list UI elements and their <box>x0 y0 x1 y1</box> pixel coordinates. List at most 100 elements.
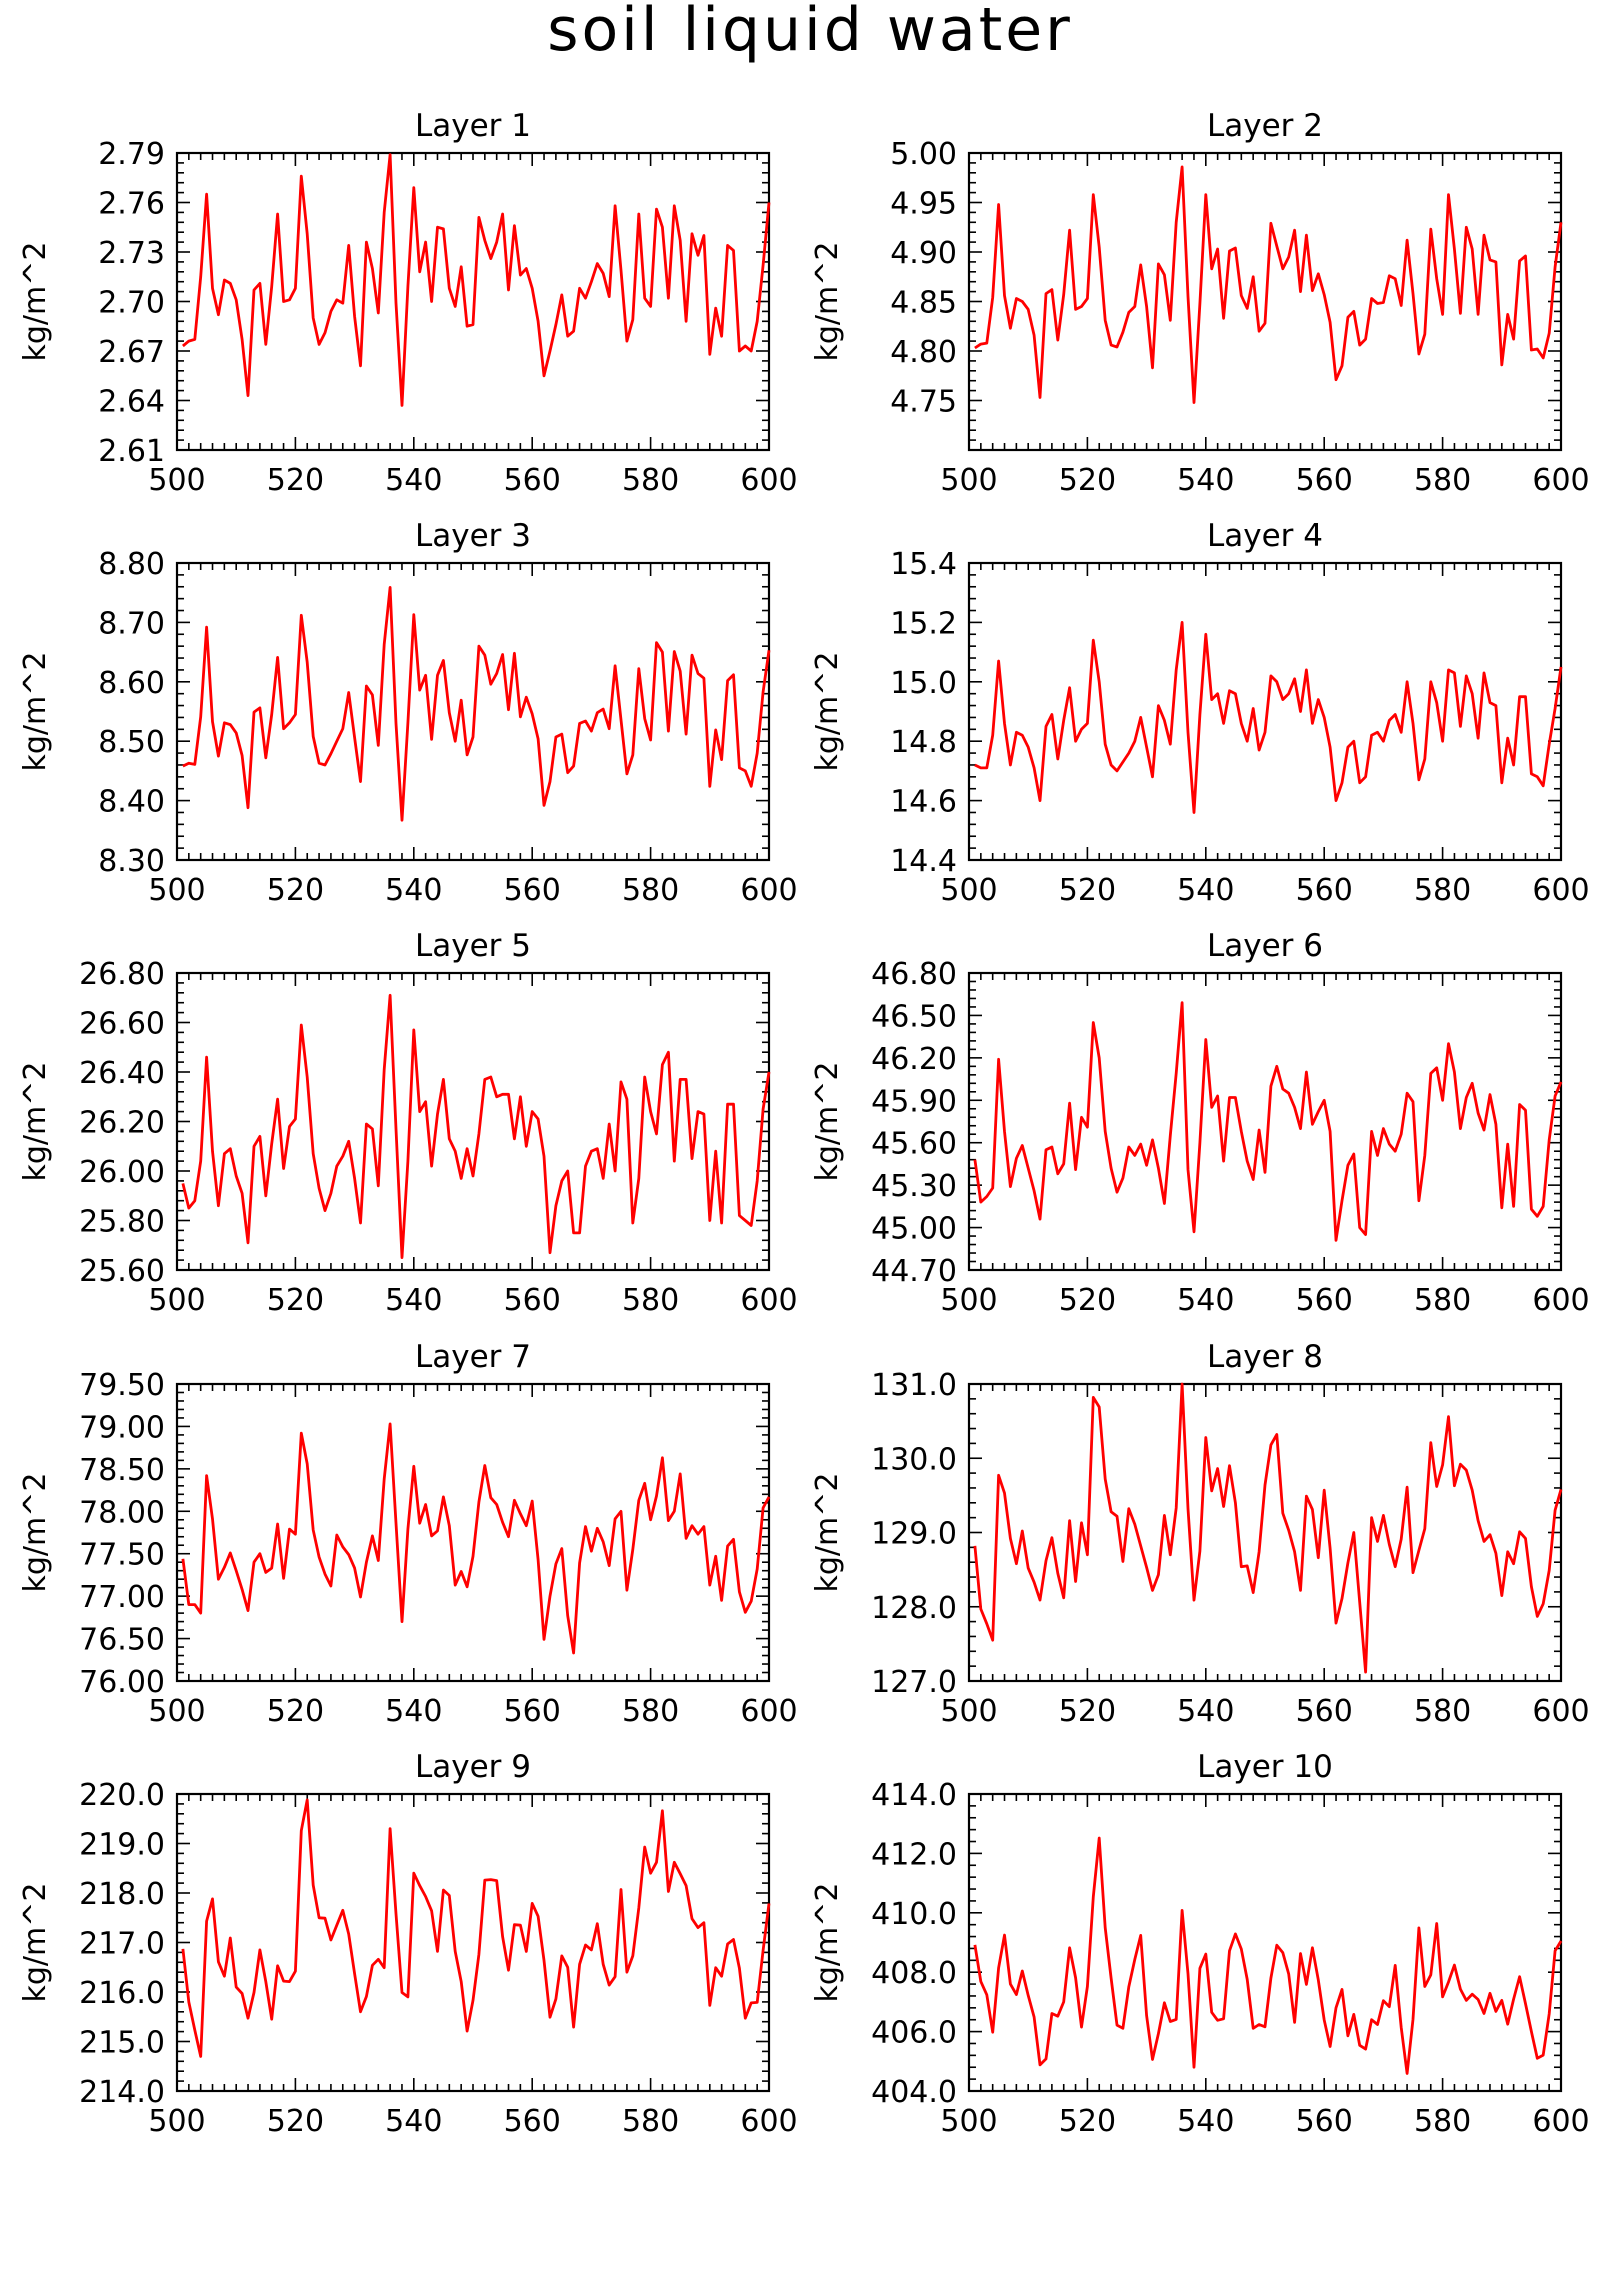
y-tick-label: 2.70 <box>98 286 165 321</box>
y-tick-label: 2.67 <box>98 335 165 370</box>
y-tick-label: 77.50 <box>79 1538 165 1573</box>
x-tick-label: 540 <box>385 2104 442 2139</box>
y-tick-label: 45.00 <box>871 1212 957 1247</box>
x-tick-label: 500 <box>940 1283 997 1318</box>
y-tick-label: 46.50 <box>871 999 957 1034</box>
x-tick-label: 580 <box>622 2104 679 2139</box>
y-axis-label: kg/m^2 <box>810 1062 845 1182</box>
y-tick-label: 404.0 <box>871 2075 957 2110</box>
x-tick-label: 520 <box>267 2104 324 2139</box>
y-tick-label: 218.0 <box>79 1877 165 1912</box>
y-tick-label: 2.73 <box>98 236 165 271</box>
panel-title: Layer 2 <box>1207 108 1323 144</box>
plot-frame <box>967 1792 1563 2093</box>
y-tick-label: 79.00 <box>79 1410 165 1445</box>
series-line <box>182 153 771 407</box>
x-tick-label: 500 <box>940 873 997 908</box>
y-axis-label: kg/m^2 <box>18 1883 53 2003</box>
x-tick-label: 580 <box>622 873 679 908</box>
x-tick-label: 600 <box>1532 463 1589 498</box>
y-tick-label: 46.80 <box>871 957 957 992</box>
panel-title: Layer 6 <box>1207 928 1323 964</box>
x-tick-label: 600 <box>740 1283 797 1318</box>
x-tick-label: 520 <box>267 463 324 498</box>
y-tick-label: 14.4 <box>890 844 957 879</box>
panel-layer-5: Layer 5 500 520 540 560 580 600 25.60 25.80 26.00… <box>18 928 798 1318</box>
series-line <box>181 993 771 1259</box>
panel-layer-2: Layer 2 500 520 540 560 580 600 4.75 4.80 4.85 4.9… <box>810 108 1590 498</box>
y-tick-label: 79.50 <box>79 1368 165 1403</box>
x-tick-label: 540 <box>385 463 442 498</box>
x-tick-label: 580 <box>1414 2104 1471 2139</box>
y-tick-label: 26.60 <box>79 1007 165 1042</box>
x-tick-label: 500 <box>148 1694 205 1729</box>
series-line <box>973 1001 1563 1242</box>
x-tick-label: 600 <box>1532 1694 1589 1729</box>
x-tick-label: 580 <box>622 1694 679 1729</box>
x-tick-label: 580 <box>1414 1283 1471 1318</box>
series-line <box>181 1422 771 1655</box>
x-tick-label: 540 <box>1177 873 1234 908</box>
panel-title: Layer 9 <box>415 1749 531 1785</box>
panel-layer-3: Layer 3 500 520 540 560 580 600 8.30 8.40 8.50 8.6… <box>18 518 798 908</box>
y-tick-label: 4.75 <box>890 385 957 420</box>
panel-title: Layer 5 <box>415 928 531 964</box>
y-tick-label: 220.0 <box>79 1778 165 1813</box>
y-tick-label: 15.2 <box>890 606 957 641</box>
series-line <box>974 621 1563 814</box>
y-tick-label: 129.0 <box>871 1517 957 1552</box>
y-tick-label: 219.0 <box>79 1828 165 1863</box>
series-line <box>973 1382 1563 1674</box>
x-tick-label: 540 <box>1177 463 1234 498</box>
y-tick-label: 214.0 <box>79 2075 165 2110</box>
y-tick-label: 4.90 <box>890 236 957 271</box>
panel-layer-8: Layer 8 500 520 540 560 580 600 127.0 128.0 129.0… <box>810 1339 1590 1729</box>
y-tick-label: 5.00 <box>890 137 957 172</box>
x-tick-label: 600 <box>740 2104 797 2139</box>
x-tick-label: 600 <box>1532 873 1589 908</box>
x-tick-label: 540 <box>385 873 442 908</box>
y-tick-label: 414.0 <box>871 1778 957 1813</box>
x-tick-label: 580 <box>1414 1694 1471 1729</box>
y-axis-label: kg/m^2 <box>810 242 845 362</box>
y-axis-label: kg/m^2 <box>18 652 53 772</box>
y-tick-label: 130.0 <box>871 1442 957 1477</box>
y-tick-label: 45.60 <box>871 1127 957 1162</box>
plot-frame <box>175 1792 771 2093</box>
panel-layer-10: Layer 10 500 520 540 560 580 600 404.0 406.0 408.… <box>810 1749 1590 2139</box>
y-axis-label: kg/m^2 <box>18 242 53 362</box>
x-tick-label: 540 <box>385 1694 442 1729</box>
panels: Layer 1 500 520 540 560 580 600 2.61 2.64 2.67 2.7… <box>18 108 1590 2139</box>
y-tick-label: 8.50 <box>98 725 165 760</box>
y-tick-label: 2.61 <box>98 434 165 469</box>
x-tick-label: 580 <box>1414 873 1471 908</box>
x-tick-label: 540 <box>385 1283 442 1318</box>
y-tick-label: 76.00 <box>79 1665 165 1700</box>
x-tick-label: 520 <box>1059 1694 1116 1729</box>
panel-layer-1: Layer 1 500 520 540 560 580 600 2.61 2.64 2.67 2.7… <box>18 108 798 498</box>
x-tick-label: 560 <box>504 873 561 908</box>
x-tick-label: 600 <box>740 873 797 908</box>
y-tick-label: 26.00 <box>79 1155 165 1190</box>
x-tick-label: 560 <box>1296 1283 1353 1318</box>
x-tick-label: 520 <box>1059 2104 1116 2139</box>
plot-frame <box>175 971 771 1272</box>
y-tick-label: 25.80 <box>79 1205 165 1240</box>
y-tick-label: 216.0 <box>79 1976 165 2011</box>
x-tick-label: 500 <box>148 463 205 498</box>
panel-layer-9: Layer 9 500 520 540 560 580 600 214.0 215.0 216.0… <box>18 1749 798 2139</box>
x-tick-label: 580 <box>1414 463 1471 498</box>
y-tick-label: 46.20 <box>871 1042 957 1077</box>
x-tick-label: 500 <box>148 1283 205 1318</box>
panel-title: Layer 1 <box>415 108 531 144</box>
plot-frame <box>175 1382 771 1683</box>
y-axis-label: kg/m^2 <box>18 1473 53 1593</box>
plot-frame <box>175 561 771 862</box>
y-tick-label: 45.30 <box>871 1169 957 1204</box>
y-tick-label: 131.0 <box>871 1368 957 1403</box>
y-axis-label: kg/m^2 <box>810 1473 845 1593</box>
x-tick-label: 560 <box>1296 873 1353 908</box>
y-tick-label: 44.70 <box>871 1254 957 1289</box>
x-tick-label: 560 <box>504 1694 561 1729</box>
x-tick-label: 600 <box>740 463 797 498</box>
